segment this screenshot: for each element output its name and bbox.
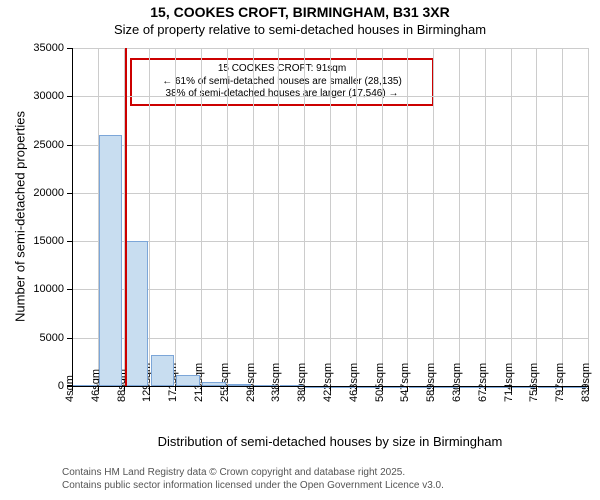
gridline-v	[485, 48, 486, 386]
y-tick-label: 5000	[0, 332, 64, 344]
y-axis-line	[72, 48, 73, 386]
gridline-v	[253, 48, 254, 386]
x-axis-title: Distribution of semi-detached houses by …	[72, 434, 588, 449]
gridline-v	[382, 48, 383, 386]
gridline-v	[407, 48, 408, 386]
gridline-v	[149, 48, 150, 386]
gridline-v	[459, 48, 460, 386]
attribution-line2: Contains public sector information licen…	[62, 479, 444, 492]
histogram-bar	[176, 375, 199, 386]
histogram-bar	[151, 355, 174, 386]
gridline-v	[433, 48, 434, 386]
gridline-v	[356, 48, 357, 386]
gridline-v	[562, 48, 563, 386]
histogram-bar	[99, 135, 122, 386]
y-tick-label: 20000	[0, 187, 64, 199]
gridline-v	[330, 48, 331, 386]
title-block: 15, COOKES CROFT, BIRMINGHAM, B31 3XR Si…	[0, 4, 600, 37]
chart-container: 15, COOKES CROFT, BIRMINGHAM, B31 3XR Si…	[0, 0, 600, 500]
gridline-v	[304, 48, 305, 386]
y-tick-label: 10000	[0, 283, 64, 295]
gridline-v	[175, 48, 176, 386]
gridline-v	[227, 48, 228, 386]
title-line2: Size of property relative to semi-detach…	[0, 22, 600, 37]
annotation-line: ← 61% of semi-detached houses are smalle…	[138, 76, 426, 89]
attribution: Contains HM Land Registry data © Crown c…	[62, 466, 444, 492]
gridline-v	[201, 48, 202, 386]
x-axis-line	[72, 386, 588, 387]
property-marker-line	[125, 48, 127, 386]
gridline-v	[278, 48, 279, 386]
annotation-line: 38% of semi-detached houses are larger (…	[138, 88, 426, 101]
y-axis-title: Number of semi-detached properties	[13, 77, 28, 357]
y-tick-label: 30000	[0, 90, 64, 102]
gridline-v	[588, 48, 589, 386]
y-tick-label: 25000	[0, 139, 64, 151]
annotation-line: 15 COOKES CROFT: 91sqm	[138, 63, 426, 76]
gridline-v	[536, 48, 537, 386]
title-line1: 15, COOKES CROFT, BIRMINGHAM, B31 3XR	[0, 4, 600, 20]
gridline-v	[511, 48, 512, 386]
attribution-line1: Contains HM Land Registry data © Crown c…	[62, 466, 444, 479]
histogram-bar	[125, 241, 148, 386]
y-tick-label: 35000	[0, 42, 64, 54]
y-tick-label: 0	[0, 380, 64, 392]
y-tick-label: 15000	[0, 235, 64, 247]
